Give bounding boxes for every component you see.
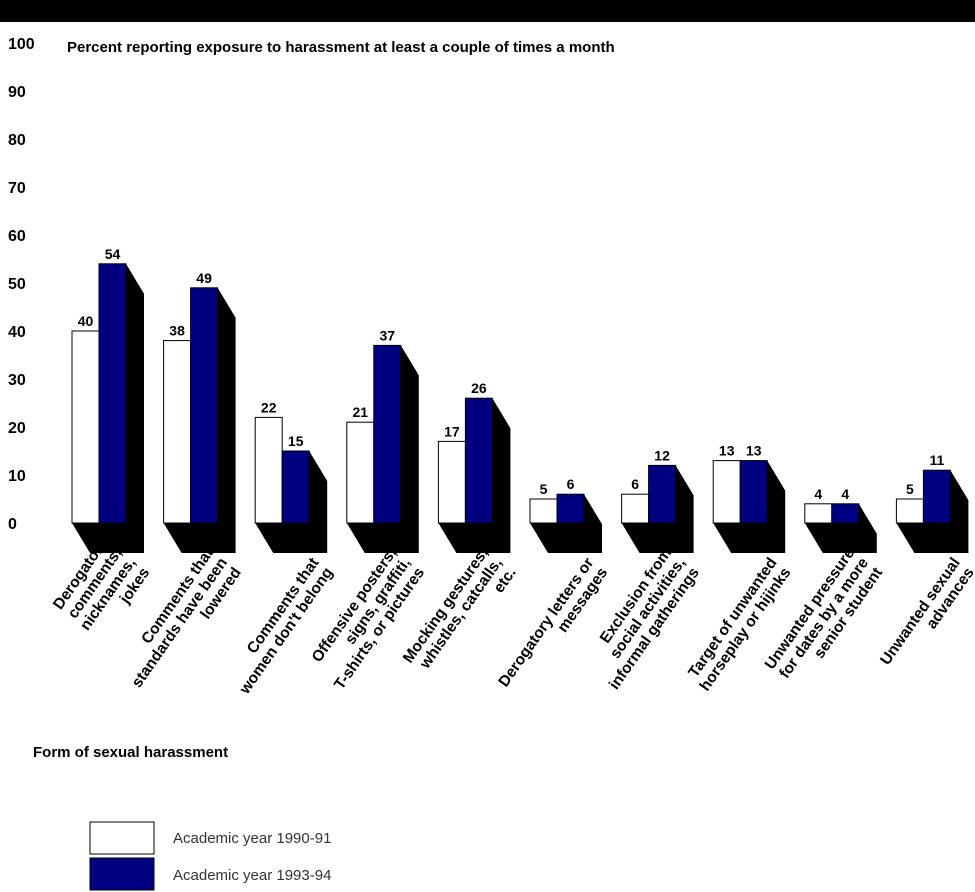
y-tick-70: 70 <box>8 180 26 197</box>
data-label-1990-91: 6 <box>631 476 639 492</box>
data-label-1990-91: 21 <box>353 404 369 420</box>
data-label-1993-94: 4 <box>841 486 849 502</box>
data-label-1993-94: 13 <box>746 443 762 459</box>
bar-1990-91 <box>163 340 192 524</box>
bar-1990-91 <box>529 498 558 524</box>
data-label-1990-91: 4 <box>814 486 822 502</box>
bar-1993-94 <box>373 344 402 524</box>
bar-1993-94 <box>98 263 127 524</box>
y-tick-40: 40 <box>8 324 26 341</box>
data-label-1990-91: 38 <box>169 323 185 339</box>
bars <box>71 263 951 524</box>
data-label-1993-94: 11 <box>929 452 944 468</box>
bar-1990-91 <box>804 503 833 524</box>
data-label-1990-91: 17 <box>444 423 460 439</box>
bar-1990-91 <box>437 440 466 524</box>
bar-1990-91 <box>621 493 650 524</box>
top-black-bar <box>0 0 975 22</box>
y-axis-ticks: 0 10 20 30 40 50 60 70 80 90 100 <box>8 36 35 533</box>
data-label-1993-94: 54 <box>105 246 121 262</box>
bar-1993-94 <box>831 503 860 524</box>
bar-1993-94 <box>281 450 310 524</box>
bar-1990-91 <box>346 421 375 524</box>
y-tick-20: 20 <box>8 420 26 437</box>
data-label-1993-94: 37 <box>380 327 396 343</box>
data-label-1990-91: 22 <box>261 399 277 415</box>
x-axis-label: Form of sexual harassment <box>33 744 228 761</box>
bar-1993-94 <box>464 397 493 524</box>
y-tick-0: 0 <box>8 516 17 533</box>
y-tick-10: 10 <box>8 468 26 485</box>
data-label-1993-94: 26 <box>471 380 487 396</box>
bar-1993-94 <box>739 460 768 524</box>
data-label-1993-94: 15 <box>288 433 304 449</box>
y-tick-60: 60 <box>8 228 26 245</box>
bar-1993-94 <box>648 464 677 524</box>
y-tick-100: 100 <box>8 36 35 53</box>
data-label-1990-91: 5 <box>540 481 548 497</box>
data-labels: 40 54 38 49 22 15 21 37 17 26 5 6 6 12 13 13 4 4 5 11 <box>78 246 945 502</box>
bar-1993-94 <box>922 469 951 524</box>
data-label-1993-94: 6 <box>567 476 575 492</box>
legend-swatch-1990-91 <box>89 821 155 855</box>
bar-1990-91 <box>895 498 924 524</box>
y-tick-50: 50 <box>8 276 26 293</box>
data-label-1990-91: 40 <box>78 313 94 329</box>
bar-1993-94 <box>556 493 585 524</box>
legend-swatch-1993-94 <box>89 857 155 891</box>
data-label-1993-94: 49 <box>196 270 212 286</box>
data-label-1993-94: 12 <box>654 447 670 463</box>
bar-1990-91 <box>71 330 100 524</box>
y-tick-30: 30 <box>8 372 26 389</box>
category-label: Mocking gestures,whistles, catcalls,etc. <box>400 545 520 673</box>
y-tick-80: 80 <box>8 132 26 149</box>
bar-1993-94 <box>190 287 219 524</box>
bar-1990-91 <box>712 460 741 524</box>
category-labels: Derogatorycomments,nicknames,jokesCommen… <box>50 535 975 698</box>
category-label-line: women don't belong <box>236 565 337 698</box>
legend: Academic year 1990-91 Academic year 1993… <box>89 821 331 891</box>
y-axis-label: Percent reporting exposure to harassment… <box>67 39 615 56</box>
legend-label-1990-91: Academic year 1990-91 <box>173 830 331 847</box>
legend-label-1993-94: Academic year 1993-94 <box>173 867 331 884</box>
data-label-1990-91: 5 <box>906 481 914 497</box>
bar-1990-91 <box>254 416 283 524</box>
y-tick-90: 90 <box>8 84 26 101</box>
data-label-1990-91: 13 <box>719 443 735 459</box>
